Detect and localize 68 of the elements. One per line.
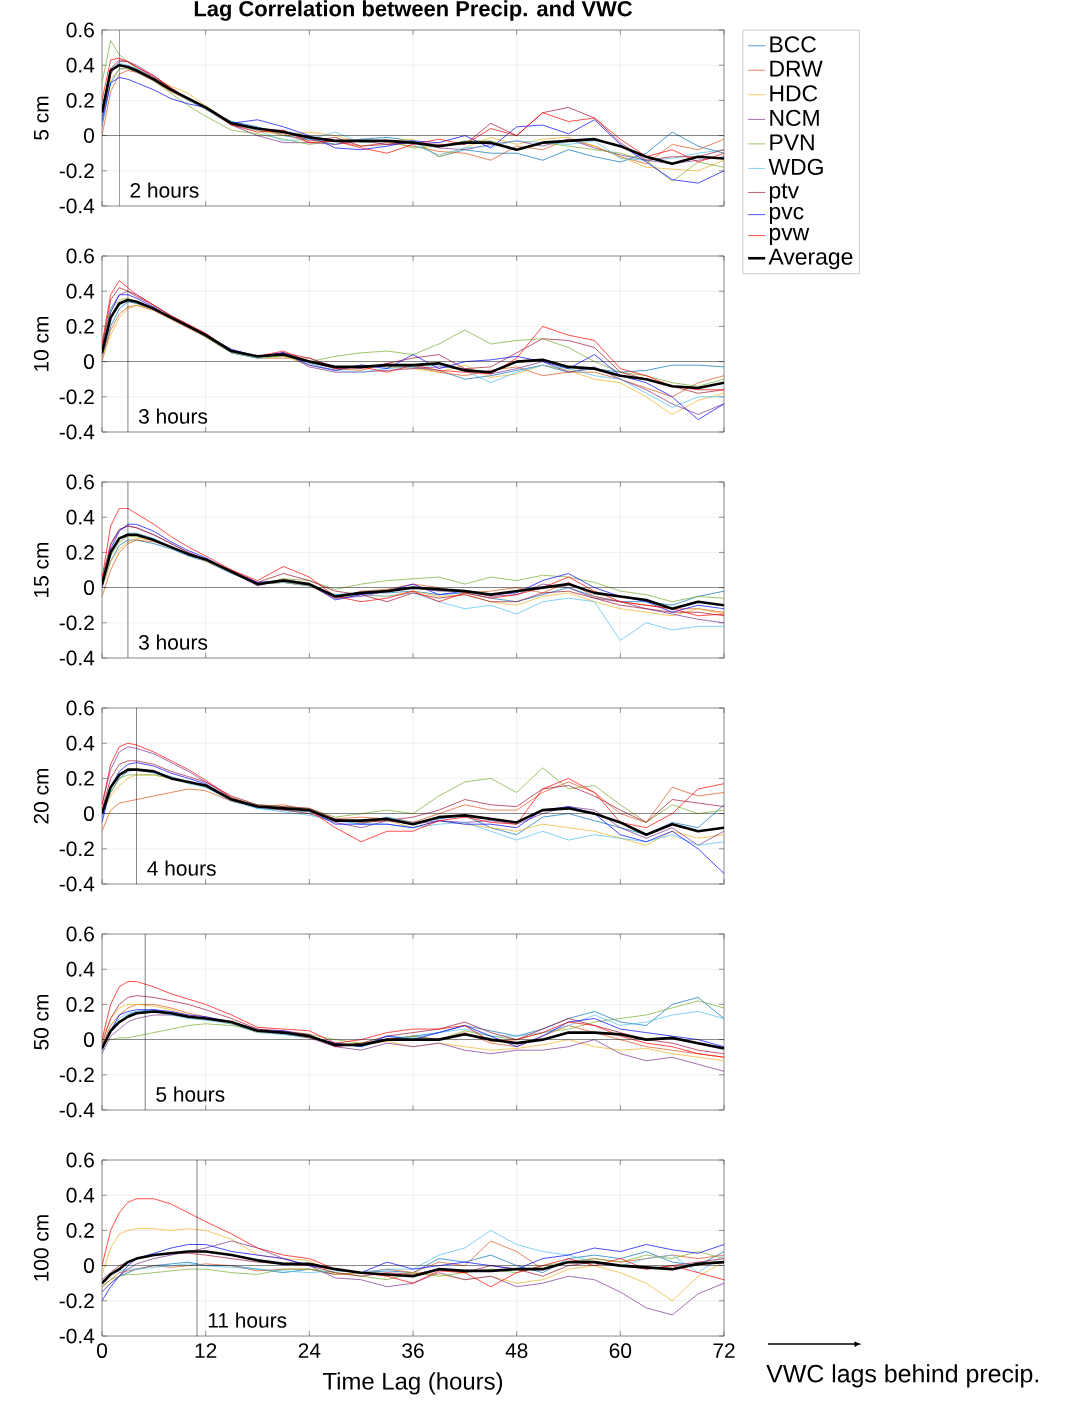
y-tick-label: -0.4	[59, 876, 95, 892]
y-tick-label: 0.2	[66, 545, 94, 560]
legend-label: pvw	[769, 227, 810, 245]
ref-line-label: 2 hours	[130, 182, 199, 198]
legend-label: DRW	[770, 60, 823, 77]
y-tick-label: 0.4	[66, 283, 95, 299]
y-tick-label: 0.2	[66, 319, 94, 334]
legend-label: pvc	[769, 206, 804, 224]
x-tick-label: 12	[195, 1343, 217, 1358]
y-axis-title: 15 cm	[34, 542, 49, 597]
y-tick-label: 0	[84, 580, 95, 596]
y-tick-label: 0.6	[66, 474, 94, 490]
y-tick-label: 0	[84, 354, 95, 370]
y-tick-label: 0.4	[66, 509, 95, 525]
y-tick-label: -0.4	[59, 650, 95, 666]
x-tick-label: 72	[713, 1343, 735, 1358]
legend-label: BCC	[770, 36, 816, 53]
y-tick-label: 0	[84, 1258, 95, 1274]
y-tick-label: 0.2	[66, 771, 94, 786]
ref-line-label: 3 hours	[138, 634, 208, 650]
y-axis-title: 20 cm	[33, 768, 49, 824]
y-axis-title: 100 cm	[33, 1215, 49, 1281]
y-tick-label: 0.2	[66, 997, 94, 1012]
y-axis-title: 5 cm	[34, 96, 49, 140]
x-tick-label: 60	[609, 1343, 632, 1359]
ref-line-label: 11 hours	[208, 1312, 287, 1328]
legend-label: Average	[768, 248, 853, 270]
y-tick-label: -0.2	[59, 163, 94, 179]
y-tick-label: -0.2	[59, 389, 94, 405]
y-tick-label: 0.2	[66, 1223, 94, 1238]
y-tick-label: -0.2	[59, 615, 94, 631]
y-tick-label: 0.6	[66, 1152, 94, 1168]
ref-line-label: 5 hours	[156, 1086, 225, 1102]
y-tick-label: 0.4	[66, 961, 95, 977]
y-tick-label: -0.4	[59, 424, 95, 440]
y-tick-label: 0.6	[66, 926, 94, 942]
x-axis-title: Time Lag (hours)	[322, 1372, 503, 1395]
legend-label: WDG	[768, 158, 823, 176]
y-tick-label: 0	[84, 806, 95, 822]
y-tick-label: 0.6	[66, 22, 94, 38]
y-tick-label: -0.4	[59, 1328, 95, 1344]
y-tick-label: 0.6	[66, 248, 94, 264]
ref-line-label: 4 hours	[147, 860, 216, 876]
y-tick-label: 0.2	[66, 93, 94, 108]
legend-label: HDC	[770, 85, 818, 102]
y-tick-label: 0	[84, 1032, 95, 1048]
x-tick-label: 24	[298, 1343, 321, 1358]
y-tick-label: 0.4	[66, 735, 95, 751]
legend-label: NCM	[770, 109, 819, 127]
y-tick-label: 0.6	[66, 700, 94, 716]
y-tick-label: 0.4	[66, 1187, 95, 1203]
ref-line-label: 3 hours	[138, 408, 208, 424]
y-tick-label: -0.2	[59, 841, 94, 857]
y-tick-label: 0.4	[66, 57, 95, 73]
y-tick-label: 0	[84, 128, 95, 144]
x-tick-label: 0	[97, 1343, 107, 1359]
y-tick-label: -0.2	[59, 1067, 94, 1083]
legend-label: ptv	[769, 183, 799, 204]
y-tick-label: -0.4	[59, 198, 95, 214]
chart-title: Lag Correlation between Precip. and VWC	[194, 0, 633, 21]
text: VWC lags behind precip.	[766, 1364, 1038, 1388]
x-tick-label: 48	[505, 1343, 528, 1359]
y-tick-label: -0.2	[59, 1293, 94, 1309]
y-axis-title: 50 cm	[33, 994, 49, 1050]
y-tick-label: -0.4	[59, 1102, 95, 1118]
y-axis-title: 10 cm	[33, 316, 49, 371]
x-tick-label: 36	[402, 1343, 424, 1359]
legend-label: PVN	[770, 134, 814, 151]
